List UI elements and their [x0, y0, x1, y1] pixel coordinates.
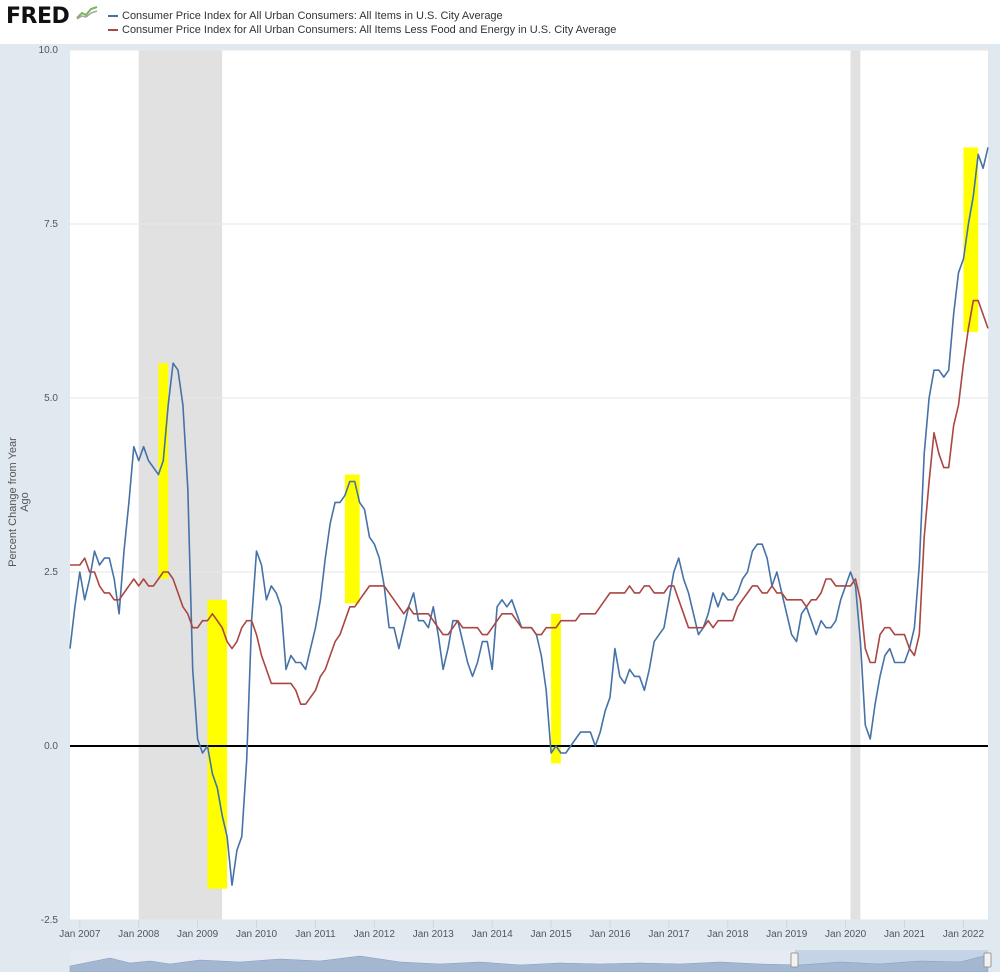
- x-tick-label: Jan 2020: [825, 929, 867, 940]
- highlight-box: [963, 147, 979, 332]
- legend-swatch-all-items: [108, 15, 118, 17]
- y-tick-label: 10.0: [39, 45, 59, 56]
- navigator-left-handle[interactable]: [790, 952, 799, 968]
- x-tick-label: Jan 2022: [943, 929, 985, 940]
- highlight-box: [207, 599, 228, 889]
- fred-logo-icon: [76, 6, 98, 20]
- x-tick-label: Jan 2008: [118, 929, 160, 940]
- x-tick-label: Jan 2015: [531, 929, 573, 940]
- x-tick-label: Jan 2013: [413, 929, 455, 940]
- y-tick-label: 2.5: [44, 567, 58, 578]
- x-tick-label: Jan 2007: [59, 929, 101, 940]
- legend-label-all-items: Consumer Price Index for All Urban Consu…: [122, 10, 503, 22]
- y-tick-label: 7.5: [44, 219, 58, 230]
- x-tick-label: Jan 2018: [707, 929, 749, 940]
- navigator-series: [69, 954, 989, 972]
- y-tick-label: -2.5: [41, 915, 59, 926]
- x-tick-label: Jan 2010: [236, 929, 278, 940]
- x-tick-label: Jan 2009: [177, 929, 219, 940]
- recession-band: [850, 50, 861, 920]
- x-axis-ticks: Jan 2007 Jan 2008 Jan 2009 Jan 2010 Jan 2011…: [59, 920, 984, 940]
- chart-header: FRED Consumer Price Index for All Urban …: [0, 0, 1000, 44]
- x-tick-label: Jan 2011: [295, 929, 336, 940]
- y-axis-label: Percent Change from Year Ago: [7, 437, 31, 567]
- legend-swatch-core: [108, 29, 118, 31]
- range-navigator[interactable]: [69, 950, 992, 972]
- x-tick-label: Jan 2017: [648, 929, 690, 940]
- legend-item-all-items[interactable]: Consumer Price Index for All Urban Consu…: [108, 9, 616, 23]
- y-axis-ticks: -2.5 0.0 2.5 5.0 7.5 10.0: [39, 45, 59, 926]
- highlight-box: [158, 363, 169, 579]
- legend-label-core: Consumer Price Index for All Urban Consu…: [122, 24, 617, 36]
- series-lines: [69, 147, 989, 887]
- series-line-core: [70, 299, 989, 706]
- x-tick-label: Jan 2012: [354, 929, 396, 940]
- x-tick-label: Jan 2021: [884, 929, 926, 940]
- y-tick-label: 5.0: [44, 393, 58, 404]
- highlight-box: [551, 613, 561, 764]
- chart-legend: Consumer Price Index for All Urban Consu…: [108, 9, 616, 37]
- highlight-box: [344, 474, 360, 604]
- fred-logo[interactable]: FRED: [6, 4, 70, 29]
- legend-item-core[interactable]: Consumer Price Index for All Urban Consu…: [108, 23, 616, 37]
- x-tick-label: Jan 2014: [472, 929, 514, 940]
- x-tick-label: Jan 2019: [766, 929, 808, 940]
- navigator-right-handle[interactable]: [983, 952, 992, 968]
- y-tick-label: 0.0: [44, 741, 58, 752]
- x-tick-label: Jan 2016: [589, 929, 631, 940]
